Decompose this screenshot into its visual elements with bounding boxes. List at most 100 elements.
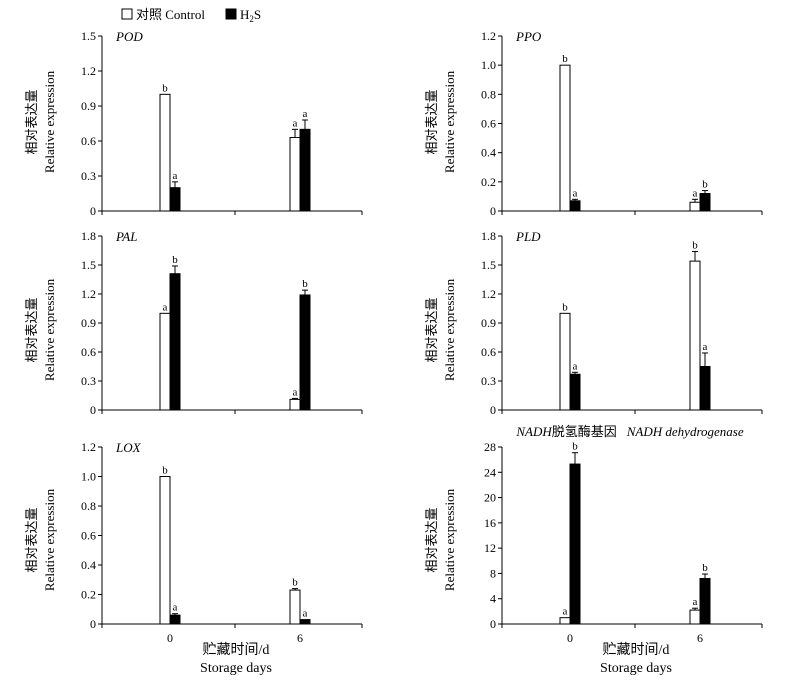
panel-pal: 0 0.3 0.6 0.9 1.2 1.5 1.8 PAL a b a b [81,229,363,417]
y-tick-label: 1.2 [481,287,496,301]
y-tick-label: 20 [484,491,496,505]
ylabel-cn: 相对表达量 [24,297,39,362]
ylabel-en: Relative expression [42,70,57,173]
y-tick-label: 1.5 [81,29,96,43]
bar-h2s [169,614,181,625]
xaxis-title-en-right: Storage days [600,661,672,676]
y-tick-label: 1.5 [481,258,496,272]
bar-control [559,617,571,625]
y-tick-label: 0 [90,403,96,417]
y-tick-label: 1.2 [81,64,96,78]
bar-control [159,476,171,625]
ylabel-en: Relative expression [42,278,57,381]
bar-control [159,312,171,411]
nadh-title: NADH脱氢酶基因 NADH dehydrogenase [515,424,743,439]
bar-control [559,312,571,411]
y-tick-label: 0.3 [81,374,96,388]
significance-letter: b [292,577,298,589]
significance-letter: a [693,596,698,608]
y-tick-label: 0.6 [481,117,496,131]
ylabel-left-1: 相对表达量 Relative expression [24,70,57,173]
ylabel-cn: 相对表达量 [24,89,39,154]
ylabel-right-1: 相对表达量 Relative expression [424,70,457,173]
significance-letter: a [163,301,168,313]
y-tick-label: 0.2 [81,588,96,602]
significance-letter: a [563,606,568,618]
y-tick-label: 0.4 [481,146,496,160]
bar-h2s [699,577,711,625]
xaxis-title-cn-right: 贮藏时间/d [603,642,670,658]
significance-letter: b [702,562,708,574]
significance-letter: b [302,278,308,290]
significance-letter: a [693,187,698,199]
y-tick-label: 12 [484,541,496,555]
bar-h2s [299,294,311,411]
ylabel-cn: 相对表达量 [424,297,439,362]
y-tick-label: 16 [484,516,496,530]
significance-letter: a [173,602,178,614]
y-tick-label: 0.6 [81,345,96,359]
y-tick-label: 1.8 [481,229,496,243]
significance-letter: b [172,254,178,266]
x-tick-label: 6 [297,631,303,645]
y-tick-label: 1.0 [81,470,96,484]
ylabel-right-2: 相对表达量 Relative expression [424,278,457,381]
ylabel-cn: 相对表达量 [24,507,39,572]
bar-control [689,201,701,212]
panel-title: PLD [515,229,541,244]
ylabel-en: Relative expression [442,278,457,381]
bar-control [289,137,301,212]
significance-letter: b [562,301,568,313]
y-tick-label: 4 [490,592,496,606]
x-tick-label: 0 [567,631,573,645]
ylabel-cn: 相对表达量 [424,89,439,154]
y-tick-label: 24 [484,465,496,479]
y-tick-label: 0.6 [81,529,96,543]
significance-letter: a [303,608,308,620]
legend: 对照 Control H2S [121,7,261,24]
significance-letter: a [573,360,578,372]
ylabel-left-3: 相对表达量 Relative expression [24,488,57,591]
y-tick-label: 0.9 [81,99,96,113]
significance-letter: b [162,465,168,477]
y-tick-label: 0.3 [481,374,496,388]
x-tick-label: 6 [697,631,703,645]
bar-h2s [569,373,581,411]
significance-letter: b [562,53,568,65]
y-tick-label: 0.8 [81,499,96,513]
legend-h2s-label: H2S [240,7,261,24]
y-tick-label: 0 [490,617,496,631]
ylabel-en: Relative expression [442,70,457,173]
bar-h2s [569,200,581,212]
xaxis-title-en-left: Storage days [200,661,272,676]
bar-control [559,64,571,212]
ylabel-right-3: 相对表达量 Relative expression [424,488,457,591]
bar-control [689,260,701,411]
panel-title: LOX [115,440,142,455]
significance-letter: b [692,239,698,251]
y-tick-label: 0 [490,403,496,417]
panel-title: PPO [515,29,542,44]
y-tick-label: 0 [490,204,496,218]
y-tick-label: 1.2 [481,29,496,43]
y-tick-label: 0.8 [481,87,496,101]
panel-nadh: 0 4 8 12 16 20 24 28 0 6 a b a b [484,440,763,645]
y-tick-label: 0 [90,617,96,631]
y-tick-label: 28 [484,440,496,454]
y-tick-label: 1.8 [81,229,96,243]
y-tick-label: 8 [490,566,496,580]
bar-h2s [169,187,181,212]
significance-letter: a [173,170,178,182]
bar-h2s [299,619,311,625]
y-tick-label: 1.5 [81,258,96,272]
y-tick-label: 0.9 [481,316,496,330]
y-tick-label: 1.0 [481,58,496,72]
legend-control-label: 对照 Control [136,7,205,22]
bar-control [289,589,301,625]
legend-h2s-swatch [225,8,237,20]
significance-letter: a [293,386,298,398]
y-tick-label: 0.6 [481,345,496,359]
